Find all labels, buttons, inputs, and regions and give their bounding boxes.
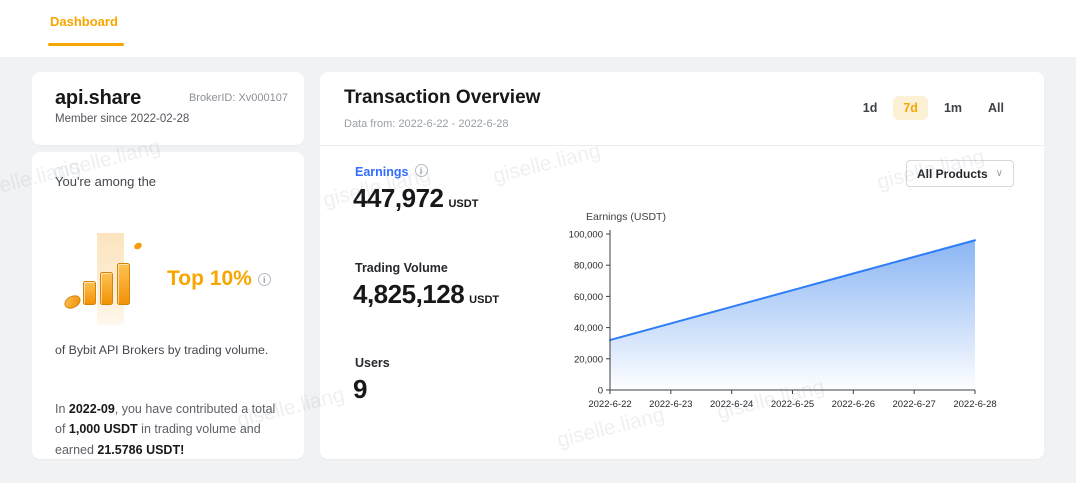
- svg-text:2022-6-27: 2022-6-27: [893, 399, 936, 410]
- users-label: Users: [355, 356, 390, 370]
- time-range-selector: 1d 7d 1m All: [853, 96, 1014, 120]
- svg-text:2022-6-23: 2022-6-23: [649, 399, 692, 410]
- earnings-chart-container: Earnings (USDT) 0 20,000 40,000 60,000 80,00…: [560, 204, 1000, 424]
- earnings-chart: Earnings (USDT) 0 20,000 40,000 60,000 80,00…: [569, 211, 997, 410]
- trading-volume-value: 4,825,128 USDT: [353, 279, 500, 309]
- range-1m-button[interactable]: 1m: [943, 101, 963, 115]
- users-stat: Users 9: [353, 356, 390, 405]
- chevron-down-icon: ∨: [995, 168, 1003, 179]
- broker-name: api.share: [55, 87, 142, 109]
- member-since: Member since 2022-02-28: [55, 113, 190, 125]
- broker-card: api.share BrokerID: Xv000107 Member sinc…: [32, 72, 304, 145]
- trading-volume-label: Trading Volume: [355, 261, 448, 275]
- transaction-overview-card: Transaction Overview Data from: 2022-6-2…: [320, 72, 1044, 459]
- svg-text:0: 0: [598, 386, 603, 397]
- svg-text:60,000: 60,000: [574, 292, 603, 303]
- header-divider: [320, 145, 1044, 146]
- earnings-value: 447,972 USDT: [353, 183, 479, 213]
- svg-text:2022-6-24: 2022-6-24: [710, 399, 753, 410]
- rank-label: Top 10% i: [167, 267, 271, 291]
- range-1d-button[interactable]: 1d: [862, 101, 878, 115]
- rank-card: You're among the Top 10% i of Bybit API B…: [32, 152, 304, 459]
- svg-text:40,000: 40,000: [574, 323, 603, 334]
- svg-text:2022-6-28: 2022-6-28: [953, 399, 996, 410]
- products-filter-label: All Products: [916, 166, 988, 181]
- rank-description: of Bybit API Brokers by trading volume.: [55, 343, 269, 357]
- earnings-stat: Earnings i 447,972 USDT: [353, 164, 479, 214]
- svg-text:80,000: 80,000: [574, 261, 603, 272]
- svg-text:20,000: 20,000: [574, 354, 603, 365]
- broker-id: BrokerID: Xv000107: [188, 92, 288, 104]
- chart-title: Earnings (USDT): [586, 211, 666, 223]
- bar-chart-coins-icon: [57, 233, 157, 325]
- overview-title: Transaction Overview: [344, 87, 541, 108]
- coin-dot-icon: [133, 241, 143, 251]
- rank-intro: You're among the: [55, 174, 157, 189]
- info-icon[interactable]: i: [257, 273, 271, 286]
- top-tab-bar: Dashboard: [0, 0, 1076, 57]
- svg-text:2022-6-26: 2022-6-26: [832, 399, 875, 410]
- tab-dashboard[interactable]: Dashboard: [48, 14, 124, 46]
- coin-icon: [62, 292, 83, 312]
- overview-date-range: Data from: 2022-6-22 - 2022-6-28: [344, 118, 509, 130]
- svg-text:100,000: 100,000: [569, 230, 603, 241]
- range-7d-button[interactable]: 7d: [893, 96, 928, 120]
- products-filter-dropdown[interactable]: All Products ∨: [905, 160, 1014, 187]
- info-icon[interactable]: i: [414, 164, 428, 177]
- contribution-summary: In 2022-09, you have contributed a total…: [55, 402, 276, 457]
- earnings-label: Earnings i: [355, 164, 478, 179]
- users-value: 9: [353, 374, 367, 404]
- range-all-button[interactable]: All: [988, 101, 1004, 115]
- svg-text:2022-6-22: 2022-6-22: [588, 399, 631, 410]
- trading-volume-stat: Trading Volume 4,825,128 USDT: [353, 261, 500, 310]
- svg-text:2022-6-25: 2022-6-25: [771, 399, 814, 410]
